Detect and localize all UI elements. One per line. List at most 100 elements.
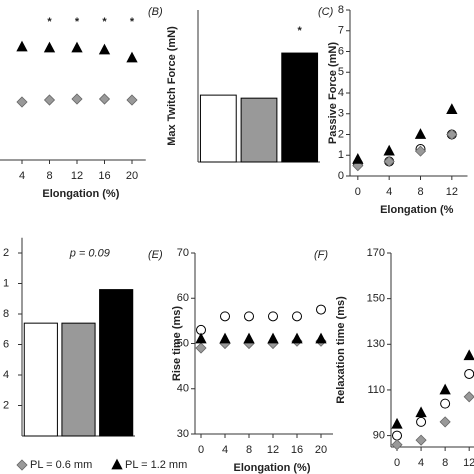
x-tick-label: 16 [98,170,110,182]
y-tick-label: 8 [3,308,9,320]
annotation: * [102,16,107,28]
annotation: * [130,16,135,28]
y-tick-label: 50 [177,337,189,349]
panel-label: (F) [314,249,328,261]
x-tick-label: 4 [19,170,25,182]
bar [23,322,58,437]
y-tick-label: 4 [3,369,9,381]
y-tick-label: 6 [3,338,9,350]
point [463,349,474,361]
y-tick-label: 110 [367,384,385,396]
panel-label: (C) [318,6,334,18]
point [16,96,28,108]
point [220,311,230,322]
x-tick-label: 8 [246,444,252,456]
y-tick-label: 6 [338,45,344,57]
point [446,103,458,114]
point [16,459,28,471]
x-tick-label: 4 [222,444,228,456]
point [414,128,427,139]
point [195,332,207,344]
y-axis-label: Relaxation time (ms) [335,296,347,404]
point [268,311,278,322]
y-tick-label: 130 [367,338,385,350]
y-tick-label: 170 [367,247,385,259]
x-tick-label: 8 [417,186,423,198]
y-tick-label: 90 [373,429,385,441]
point [195,342,207,354]
y-tick-label: 60 [177,292,189,304]
point [439,383,451,395]
x-tick-label: 4 [386,186,392,198]
y-tick-label: 3 [338,108,344,120]
point [463,391,474,403]
point [414,145,427,157]
x-tick-label: 8 [46,170,52,182]
point [267,332,279,344]
point [43,94,56,106]
bar [281,52,319,163]
point [415,434,427,446]
x-tick-label: 4 [418,457,424,469]
point [243,332,255,344]
point [126,51,138,63]
point [415,406,427,418]
x-axis-label: Elongation (%) [42,188,119,200]
annotation: * [47,16,52,28]
x-tick-label: 12 [463,457,474,469]
y-tick-label: 2 [338,128,344,140]
panel-label: (B) [148,6,163,18]
annotation: * [75,16,80,28]
point [383,155,395,168]
y-tick-label: 4 [338,87,344,99]
point [439,416,451,428]
point [440,398,451,409]
point [316,304,326,315]
legend-label: PL = 1.2 mm [125,459,187,471]
x-tick-label: 16 [291,444,303,456]
point [98,93,111,105]
y-tick-label: 0 [338,170,344,182]
point [446,128,458,141]
y-axis-label: Passive Force (mN) [327,42,339,144]
y-tick-label: 2 [3,247,9,259]
y-axis-label: Max Twitch Force (mN) [166,26,178,146]
point [352,153,364,164]
point [315,332,327,344]
point [464,368,474,379]
point [43,41,56,53]
point [98,43,111,55]
y-tick-label: 40 [177,383,189,395]
point [292,311,302,322]
bar [199,94,237,163]
point [244,311,254,322]
point [111,458,123,470]
x-tick-label: 12 [446,186,458,198]
y-tick-label: 8 [338,4,344,16]
x-axis-label: Elongation (% [380,204,454,216]
point [416,416,427,427]
panel-label: (E) [148,249,163,261]
point [16,40,28,52]
y-tick-label: 1 [3,277,9,289]
point [219,332,231,344]
x-tick-label: 12 [71,170,83,182]
point [391,417,403,429]
y-tick-label: 5 [338,66,344,78]
point [383,144,395,156]
annotation: p = 0.09 [69,248,110,260]
point [126,94,138,106]
y-tick-label: 2 [3,399,9,411]
x-tick-label: 0 [198,444,204,456]
annotation: * [298,25,303,37]
y-tick-label: 7 [338,25,344,37]
point [291,332,303,344]
legend-label: PL = 0.6 mm [30,459,92,471]
point [71,93,83,105]
x-tick-label: 20 [315,444,327,456]
x-tick-label: 12 [267,444,279,456]
x-axis-label: Elongation (%) [234,462,311,474]
x-tick-label: 20 [126,170,138,182]
y-tick-label: 30 [177,428,189,440]
